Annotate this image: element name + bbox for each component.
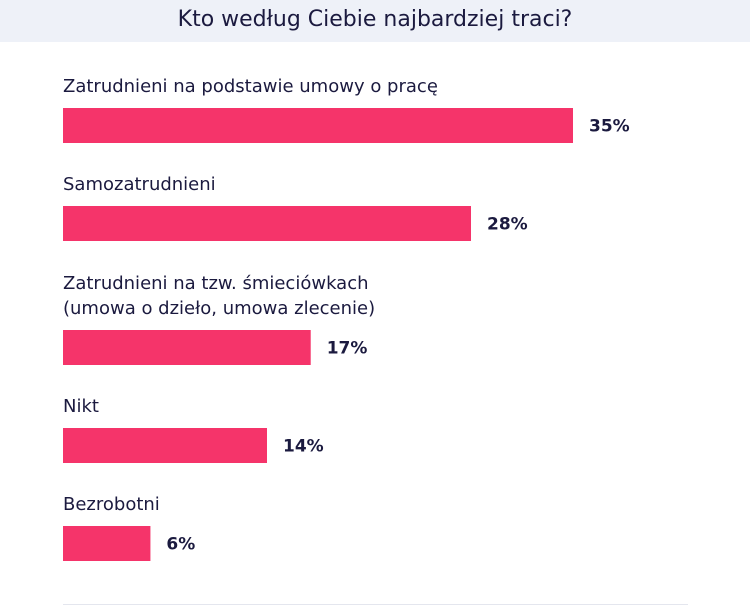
category-label: Zatrudnieni na tzw. śmieciówkach: [63, 273, 369, 294]
data-label: 14%: [283, 437, 324, 457]
bar: [63, 526, 151, 561]
category-label: Samozatrudnieni: [63, 174, 216, 195]
chart-title: Kto według Ciebie najbardziej traci?: [177, 7, 573, 32]
bar: [63, 108, 573, 143]
category-label: Nikt: [63, 396, 99, 417]
data-label: 6%: [166, 535, 195, 555]
data-label: 35%: [589, 117, 630, 137]
category-label: Bezrobotni: [63, 494, 160, 515]
category-label: (umowa o dzieło, umowa zlecenie): [63, 298, 375, 319]
data-label: 17%: [327, 339, 368, 359]
bar: [63, 330, 311, 365]
bar: [63, 206, 471, 241]
data-label: 28%: [487, 215, 528, 235]
bar: [63, 428, 267, 463]
bottom-divider: [63, 604, 688, 605]
title-banner: [0, 0, 750, 42]
category-label: Zatrudnieni na podstawie umowy o pracę: [63, 76, 438, 97]
